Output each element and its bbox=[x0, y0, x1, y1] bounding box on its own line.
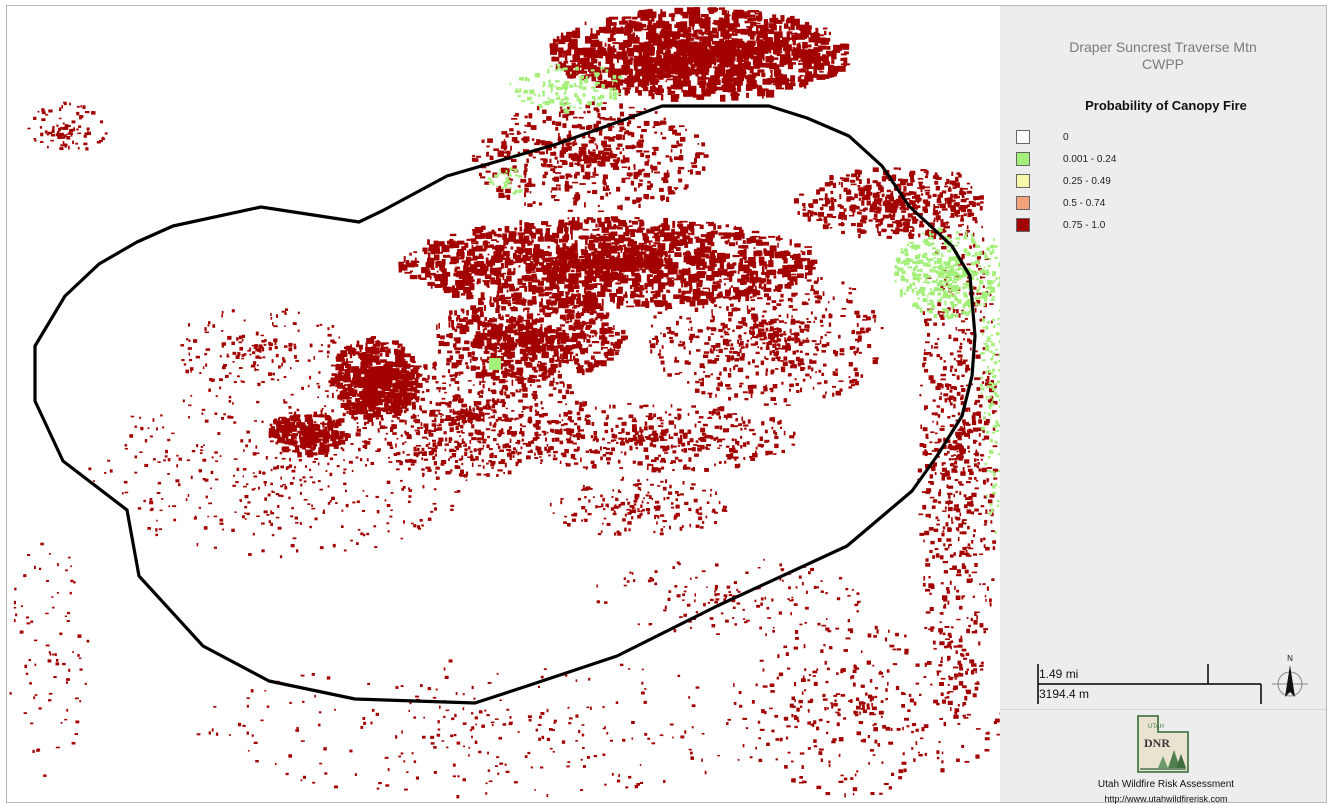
legend-label: 0.75 - 1.0 bbox=[1063, 219, 1106, 231]
legend-item: 0.001 - 0.24 bbox=[1016, 148, 1116, 170]
map-title-text: Draper Suncrest Traverse Mtn CWPP bbox=[1069, 39, 1257, 72]
legend-label: 0 bbox=[1063, 131, 1069, 143]
legend-label: 0.25 - 0.49 bbox=[1063, 175, 1111, 187]
north-arrow-icon: N bbox=[1270, 652, 1310, 713]
legend-swatch-3 bbox=[1016, 196, 1030, 210]
logo-top-text: UTAH bbox=[1148, 724, 1164, 730]
legend-list: 0 0.001 - 0.24 0.25 - 0.49 0.5 - 0.74 0.… bbox=[1016, 126, 1116, 236]
cwpp-boundary bbox=[33, 104, 977, 705]
legend-swatch-2 bbox=[1016, 174, 1030, 188]
scale-bar: 1.49 mi 3194.4 m bbox=[1033, 658, 1263, 704]
legend-swatch-1 bbox=[1016, 152, 1030, 166]
legend-item: 0.5 - 0.74 bbox=[1016, 192, 1116, 214]
legend-item: 0.25 - 0.49 bbox=[1016, 170, 1116, 192]
legend-label: 0.5 - 0.74 bbox=[1063, 197, 1106, 209]
map-title: Draper Suncrest Traverse Mtn CWPP bbox=[1000, 39, 1326, 73]
dnr-logo: UTAH DNR bbox=[1134, 714, 1190, 779]
legend-title: Probability of Canopy Fire bbox=[1085, 98, 1247, 113]
panel-divider bbox=[1000, 709, 1326, 710]
legend-panel: Draper Suncrest Traverse Mtn CWPP Probab… bbox=[1000, 5, 1327, 804]
logo-main-text: DNR bbox=[1144, 736, 1170, 750]
fire-probability-map[interactable] bbox=[7, 6, 1001, 802]
map-canvas[interactable] bbox=[6, 5, 1002, 803]
scale-miles: 1.49 mi bbox=[1039, 667, 1079, 681]
credit-name: Utah Wildfire Risk Assessment bbox=[1097, 779, 1235, 790]
legend-item: 0.75 - 1.0 bbox=[1016, 214, 1116, 236]
legend-swatch-0 bbox=[1016, 130, 1030, 144]
north-label: N bbox=[1287, 654, 1293, 663]
scale-bar-graphic bbox=[1037, 664, 1262, 704]
raster-patches bbox=[9, 7, 1001, 799]
legend-swatch-4 bbox=[1016, 218, 1030, 232]
scale-meters: 3194.4 m bbox=[1039, 687, 1090, 701]
credit-url[interactable]: http://www.utahwildfirerisk.com bbox=[1104, 794, 1228, 804]
legend-label: 0.001 - 0.24 bbox=[1063, 153, 1117, 165]
legend-item: 0 bbox=[1016, 126, 1116, 148]
